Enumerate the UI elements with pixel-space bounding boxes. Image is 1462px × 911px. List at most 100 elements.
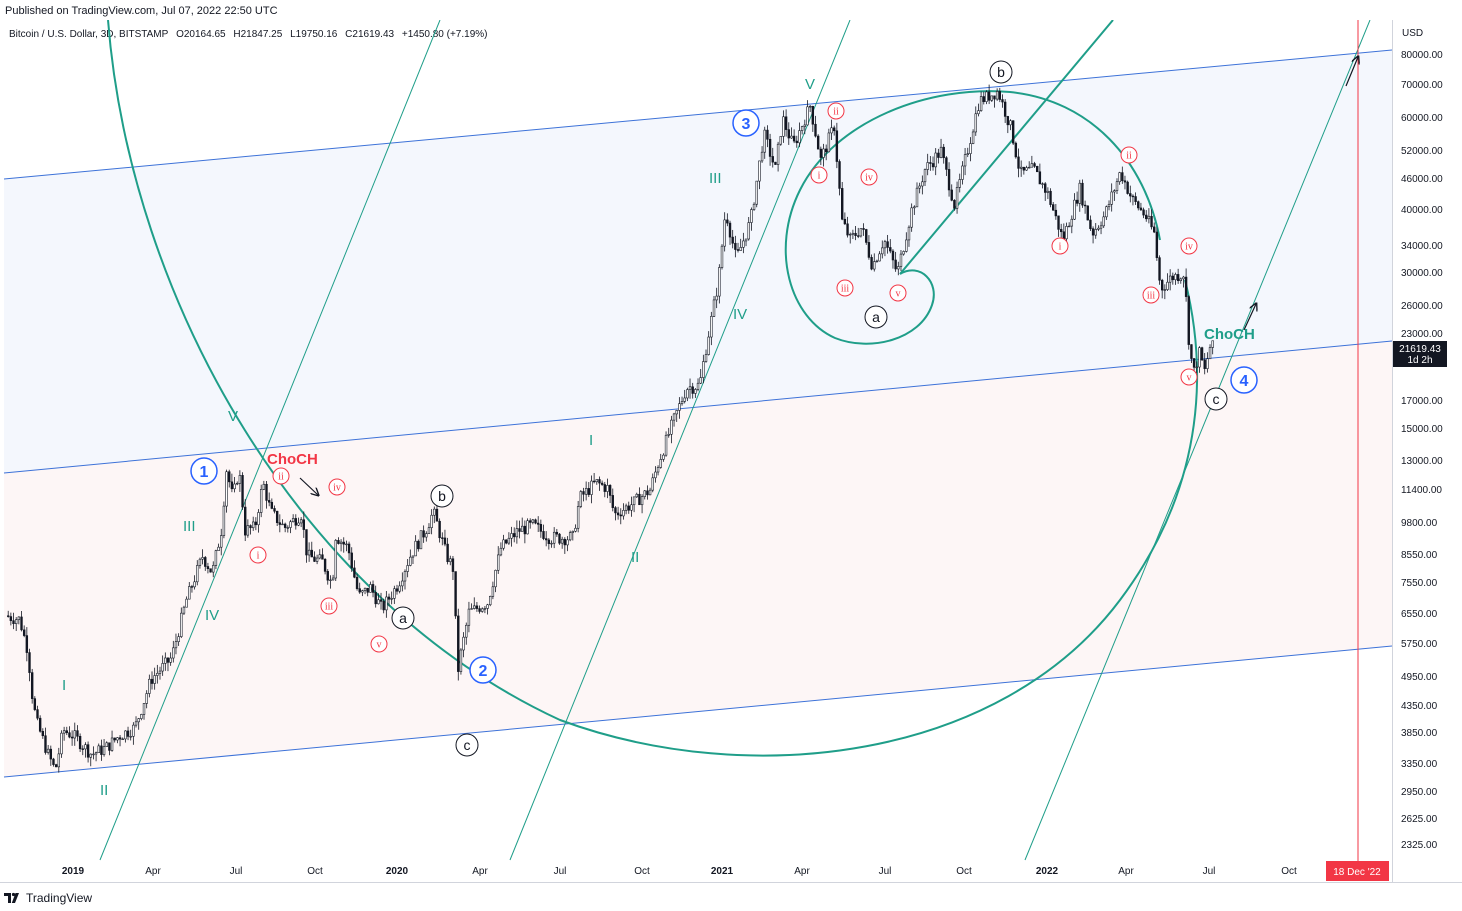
time-tick-label: 2020 — [386, 866, 409, 877]
candle-body — [329, 579, 332, 582]
candle-body — [132, 724, 135, 737]
candle-body — [297, 522, 300, 526]
date-marker-text: 18 Dec '22 — [1333, 867, 1381, 878]
candle-body — [712, 299, 716, 317]
channel-top-line[interactable] — [3, 49, 1392, 180]
candle-body — [491, 586, 495, 597]
candle-body — [822, 148, 825, 158]
time-tick-label: 2021 — [711, 866, 734, 877]
time-tick-label: Apr — [794, 866, 810, 877]
candle-body — [358, 588, 361, 593]
candle-body — [33, 698, 37, 710]
candle-body — [73, 730, 76, 739]
wave-3-label: 3 — [732, 109, 760, 137]
candle-body — [7, 615, 10, 617]
candle-body — [462, 636, 465, 651]
time-tick-label: Jul — [1203, 866, 1216, 877]
candle-body — [889, 247, 892, 252]
symbol-name[interactable]: Bitcoin / U.S. Dollar, 3D, BITSTAMP — [9, 29, 169, 40]
svg-text:a: a — [872, 309, 880, 325]
candle-body — [246, 525, 250, 536]
candle-body — [494, 569, 497, 588]
candle-body — [873, 261, 876, 270]
sub-wave-label-i: i — [810, 166, 828, 184]
candle-body — [838, 161, 841, 189]
price-tick-label: 60000.00 — [1401, 113, 1443, 124]
candle-body — [771, 156, 774, 163]
candle-body — [758, 160, 761, 182]
candle-body — [659, 459, 662, 468]
candle-body — [915, 187, 919, 208]
candle-body — [723, 219, 726, 247]
spiral-circle[interactable] — [784, 90, 1161, 345]
candle-body — [857, 235, 860, 237]
candle-body — [1206, 358, 1209, 369]
candle-body — [891, 250, 895, 261]
svg-text:b: b — [438, 488, 446, 504]
candle-body — [568, 532, 572, 541]
price-tick-label: 2625.00 — [1401, 814, 1438, 825]
candle-body — [1121, 172, 1124, 182]
candle-body — [902, 251, 905, 255]
large-circle-arc[interactable] — [107, 20, 1198, 757]
trendline-4[interactable] — [899, 20, 1114, 275]
candle-body — [691, 386, 694, 394]
sub-wave-label-ii: ii — [272, 467, 290, 485]
candle-body — [707, 336, 710, 355]
candle-body — [188, 586, 191, 600]
trendline-1[interactable] — [99, 20, 441, 861]
time-tick-label: Apr — [145, 866, 161, 877]
candle-body — [779, 136, 782, 145]
candle-body — [934, 152, 937, 168]
candle-body — [41, 731, 45, 737]
candle-body — [513, 533, 516, 538]
candle-body — [859, 228, 863, 237]
trendline-2[interactable] — [509, 20, 851, 861]
svg-text:iii: iii — [325, 602, 334, 613]
candle-body — [726, 219, 729, 224]
candle-body — [347, 543, 351, 554]
candle-body — [603, 484, 606, 492]
candle-body — [792, 135, 796, 142]
svg-text:b: b — [997, 64, 1005, 80]
candle-body — [401, 580, 404, 587]
candle-body — [750, 209, 753, 223]
green-label-IV-2019: IV — [205, 607, 219, 624]
wave-3-text: 3 — [742, 116, 751, 133]
candle-body — [446, 543, 449, 563]
candle-body — [315, 557, 319, 562]
candle-body — [212, 565, 215, 573]
candle-body — [158, 670, 162, 674]
svg-text:c: c — [464, 737, 471, 753]
candle-body — [670, 419, 673, 435]
candle-body — [1003, 101, 1007, 117]
corrective-wave-label-c: c — [1204, 387, 1228, 411]
trendline-3[interactable] — [1024, 20, 1371, 861]
channel-bottom-line[interactable] — [3, 645, 1392, 778]
candle-body — [966, 153, 969, 155]
channel-mid-line[interactable] — [3, 340, 1392, 474]
candle-body — [1091, 228, 1095, 236]
candle-body — [803, 124, 807, 127]
candle-body — [244, 506, 247, 536]
price-tick-label: 26000.00 — [1401, 301, 1443, 312]
candle-body — [534, 519, 537, 524]
candle-body — [990, 95, 993, 101]
candle-body — [422, 530, 425, 538]
candle-body — [350, 552, 353, 569]
candle-body — [571, 530, 575, 533]
candle-body — [1113, 190, 1116, 193]
candle-body — [281, 523, 284, 526]
candle-body — [811, 106, 815, 125]
candle-body — [94, 752, 98, 755]
candle-body — [523, 525, 527, 535]
candle-body — [38, 717, 42, 732]
candle-body — [22, 629, 26, 636]
green-label-I-2020: I — [589, 432, 593, 449]
candle-body — [654, 471, 657, 479]
symbol-info: Bitcoin / U.S. Dollar, 3D, BITSTAMP O201… — [9, 29, 493, 40]
candle-body — [78, 735, 82, 750]
green-label-III-2019: III — [183, 518, 196, 535]
candle-body — [744, 238, 748, 242]
